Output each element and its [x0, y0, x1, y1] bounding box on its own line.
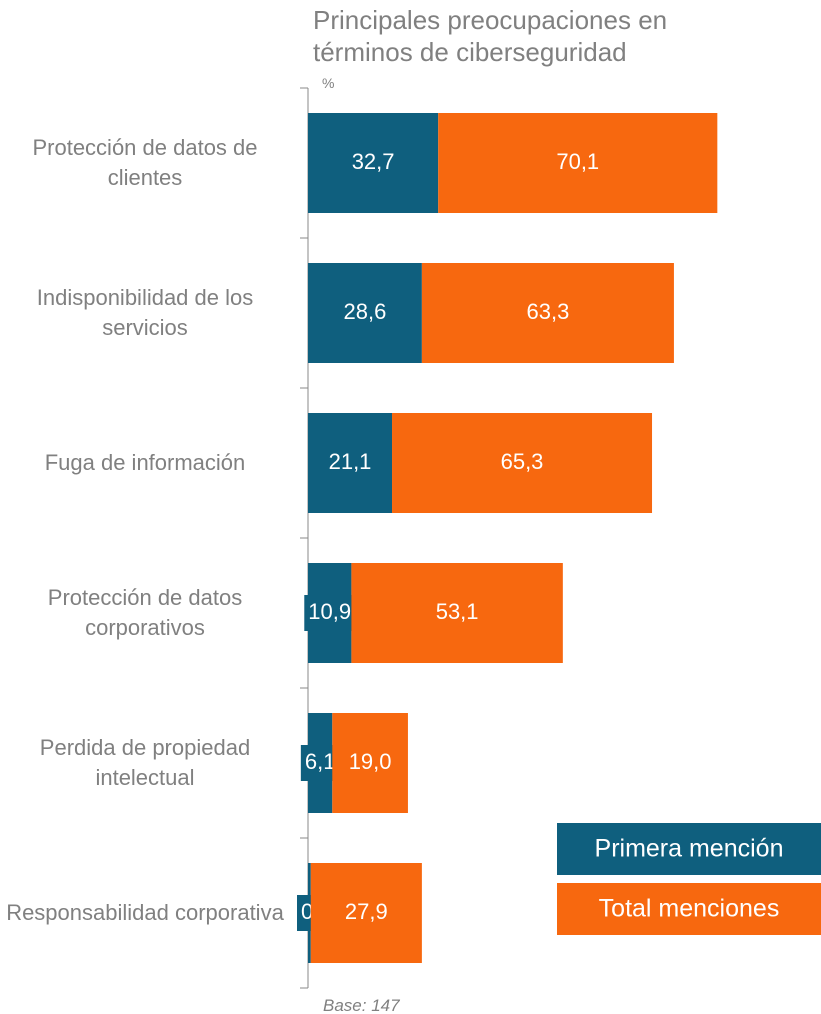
data-label: 19,0: [349, 749, 392, 774]
data-label: 70,1: [556, 149, 599, 174]
bar: [438, 113, 718, 213]
legend-label: Total menciones: [599, 895, 780, 923]
note: Base: 147: [323, 996, 400, 1014]
bar: [308, 263, 422, 363]
y-tick-label: Protección de datos de clientes: [32, 135, 258, 190]
data-label: 63,3: [526, 299, 569, 324]
y-tick-label: Fuga de información: [44, 450, 246, 475]
bar: [421, 263, 674, 363]
data-label: 53,1: [436, 599, 479, 624]
bar: [392, 413, 653, 513]
data-label: 21,1: [329, 449, 372, 474]
data-label: 65,3: [501, 449, 544, 474]
bar: [308, 113, 439, 213]
data-label: 10,9: [308, 599, 351, 624]
data-label: 27,9: [345, 899, 388, 924]
bar: [310, 863, 422, 963]
chart-title: Principales preocupaciones en términos d…: [313, 5, 668, 67]
y-tick-label: Responsabilidad corporativa: [6, 900, 284, 925]
y-tick-label: Indisponibilidad de los servicios: [36, 285, 254, 340]
legend-swatch: [557, 883, 821, 935]
data-label: 32,7: [352, 149, 395, 174]
y-tick-label: Perdida de propiedad intelectual: [39, 735, 251, 790]
bar: [308, 413, 393, 513]
data-label: 6,1: [305, 749, 336, 774]
data-label: 28,6: [344, 299, 387, 324]
y-tick-label: Protección de datos corporativos: [47, 585, 243, 640]
bar: [351, 563, 563, 663]
data-label-background: [304, 595, 356, 631]
legend-swatch: [557, 823, 821, 875]
unit-label: %: [322, 75, 335, 91]
bar: [332, 713, 408, 813]
legend-label: Primera mención: [595, 835, 784, 863]
